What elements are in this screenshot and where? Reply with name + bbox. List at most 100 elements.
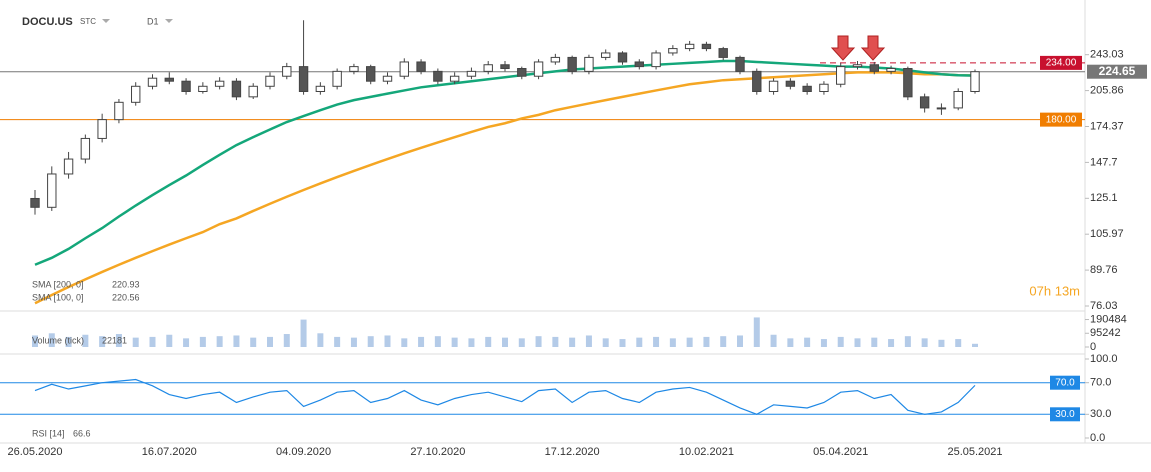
y-tick-label: 174.37 — [1090, 120, 1124, 132]
volume-bar — [888, 339, 895, 347]
volume-bar — [468, 338, 475, 347]
candle-body — [248, 85, 258, 98]
volume-bar — [48, 333, 55, 347]
volume-bar — [401, 338, 408, 347]
x-tick-label: 17.12.2020 — [545, 446, 600, 458]
dropdown-icon[interactable] — [102, 19, 110, 23]
volume-bar — [787, 338, 794, 347]
x-tick-label: 04.09.2020 — [276, 446, 331, 458]
volume-bar — [250, 337, 257, 347]
volume-bar — [418, 336, 425, 347]
candle-body — [752, 70, 762, 92]
level-label-box — [1050, 375, 1080, 390]
volume-bar — [32, 335, 38, 347]
volume-bar — [132, 337, 139, 347]
level-label: 30.0 — [1055, 409, 1075, 420]
y-tick-label: 0.0 — [1090, 432, 1105, 444]
candle-body — [533, 61, 544, 77]
volume-bar — [569, 337, 576, 347]
volume-bar — [619, 339, 626, 347]
annotation-arrow — [830, 35, 886, 61]
volume-bar — [518, 338, 525, 347]
candle-body — [819, 83, 829, 92]
candle-body — [919, 96, 930, 109]
volume-bar — [434, 336, 441, 347]
volume-bar — [854, 338, 861, 347]
y-tick-label: 100.0 — [1090, 353, 1118, 365]
candle-body — [80, 137, 91, 160]
candle-body — [332, 70, 342, 87]
y-tick-label: 76.03 — [1090, 300, 1118, 312]
volume-bar — [871, 337, 878, 347]
legend-name: SMA [200, 0] — [32, 279, 84, 289]
volume-bar — [115, 334, 122, 347]
candle-body — [298, 66, 309, 92]
volume-bar — [703, 336, 710, 347]
candle-body — [433, 70, 443, 82]
x-tick-label: 05.04.2021 — [813, 446, 868, 458]
candle-body — [836, 66, 846, 85]
legend-value: 220.56 — [112, 292, 140, 302]
volume-bar — [267, 336, 273, 347]
instrument-type[interactable]: STC — [80, 17, 96, 26]
candle-body — [30, 197, 40, 208]
volume-bar — [300, 319, 307, 347]
x-tick-label: 25.05.2021 — [947, 446, 1002, 458]
candle-body — [483, 64, 493, 72]
candle-body — [550, 56, 561, 63]
candle-body — [567, 56, 577, 72]
volume-bar — [837, 336, 844, 347]
volume-bar — [585, 335, 592, 347]
y-tick-label: 0 — [1090, 341, 1096, 353]
level-label: 224.65 — [1099, 64, 1136, 78]
candle-body — [970, 71, 980, 92]
level-label: 180.00 — [1046, 114, 1077, 125]
volume-bar — [921, 338, 928, 347]
interval[interactable]: D1 — [147, 16, 159, 26]
candle-body — [701, 43, 712, 50]
candle-body — [282, 66, 292, 77]
volume-bar — [938, 339, 945, 347]
volume-bar — [820, 339, 827, 347]
level-label: 70.0 — [1055, 377, 1075, 388]
y-tick-label: 243.03 — [1090, 49, 1124, 61]
candle-body — [315, 85, 326, 92]
x-tick-label: 16.07.2020 — [142, 446, 197, 458]
level-label-box — [1050, 407, 1080, 422]
legend-name: RSI [14] — [32, 428, 65, 438]
candle-body — [382, 75, 393, 82]
volume-bar — [955, 339, 962, 347]
volume-bar — [183, 338, 190, 347]
level-label-box — [1087, 64, 1147, 79]
volume-bar — [384, 335, 391, 347]
volume-bar — [82, 334, 89, 347]
candle-body — [668, 48, 678, 54]
volume-bar — [149, 336, 156, 347]
candle-body — [131, 85, 141, 103]
candle-body — [684, 43, 695, 50]
candle-body — [936, 107, 947, 110]
candle-body — [852, 64, 863, 68]
y-tick-label: 105.97 — [1090, 228, 1124, 240]
dropdown-icon[interactable] — [165, 19, 173, 23]
x-tick-label: 26.05.2020 — [7, 446, 62, 458]
volume-bar — [502, 337, 508, 347]
volume-bar — [737, 335, 743, 347]
volume-bar — [720, 336, 727, 347]
candle-body — [214, 80, 225, 87]
candle-body — [953, 90, 963, 109]
symbol[interactable]: DOCU.US — [22, 16, 73, 28]
y-tick-label: 190484 — [1090, 313, 1127, 325]
volume-bar — [199, 336, 206, 347]
candle-body — [651, 52, 661, 68]
candle-body — [181, 80, 191, 92]
volume-bar — [686, 337, 693, 347]
y-tick-label: 147.7 — [1090, 156, 1118, 168]
candle-body — [768, 80, 779, 92]
volume-bar — [653, 336, 660, 347]
volume-bar — [804, 337, 811, 347]
sma-line — [34, 71, 976, 305]
candle-body — [584, 56, 594, 72]
level-label: 234.00 — [1046, 58, 1077, 69]
candle-body — [869, 64, 879, 72]
